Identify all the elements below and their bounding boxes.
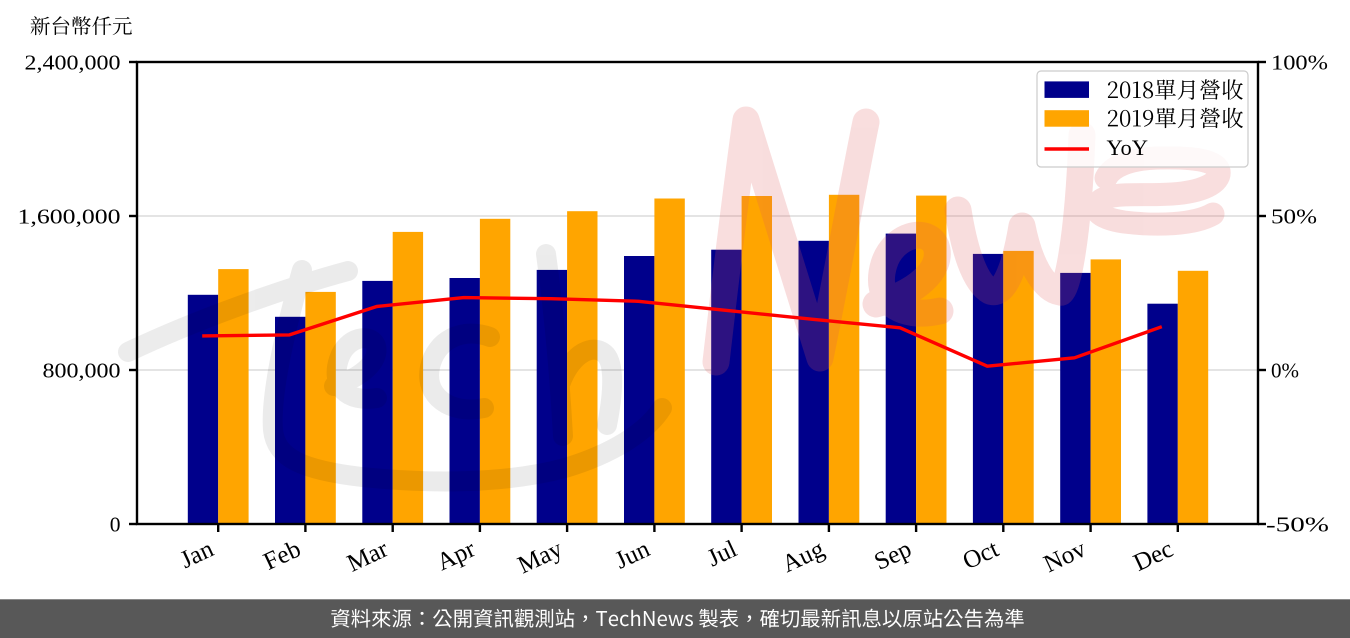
svg-text:50%: 50%: [1271, 205, 1317, 229]
svg-text:2,400,000: 2,400,000: [25, 51, 121, 75]
svg-text:100%: 100%: [1271, 51, 1328, 75]
svg-text:800,000: 800,000: [43, 359, 121, 383]
svg-text:0: 0: [110, 513, 121, 537]
svg-text:-50%: -50%: [1266, 513, 1329, 537]
svg-text:YoY: YoY: [1107, 135, 1149, 160]
svg-text:0%: 0%: [1271, 359, 1299, 383]
svg-text:1,600,000: 1,600,000: [18, 205, 121, 229]
